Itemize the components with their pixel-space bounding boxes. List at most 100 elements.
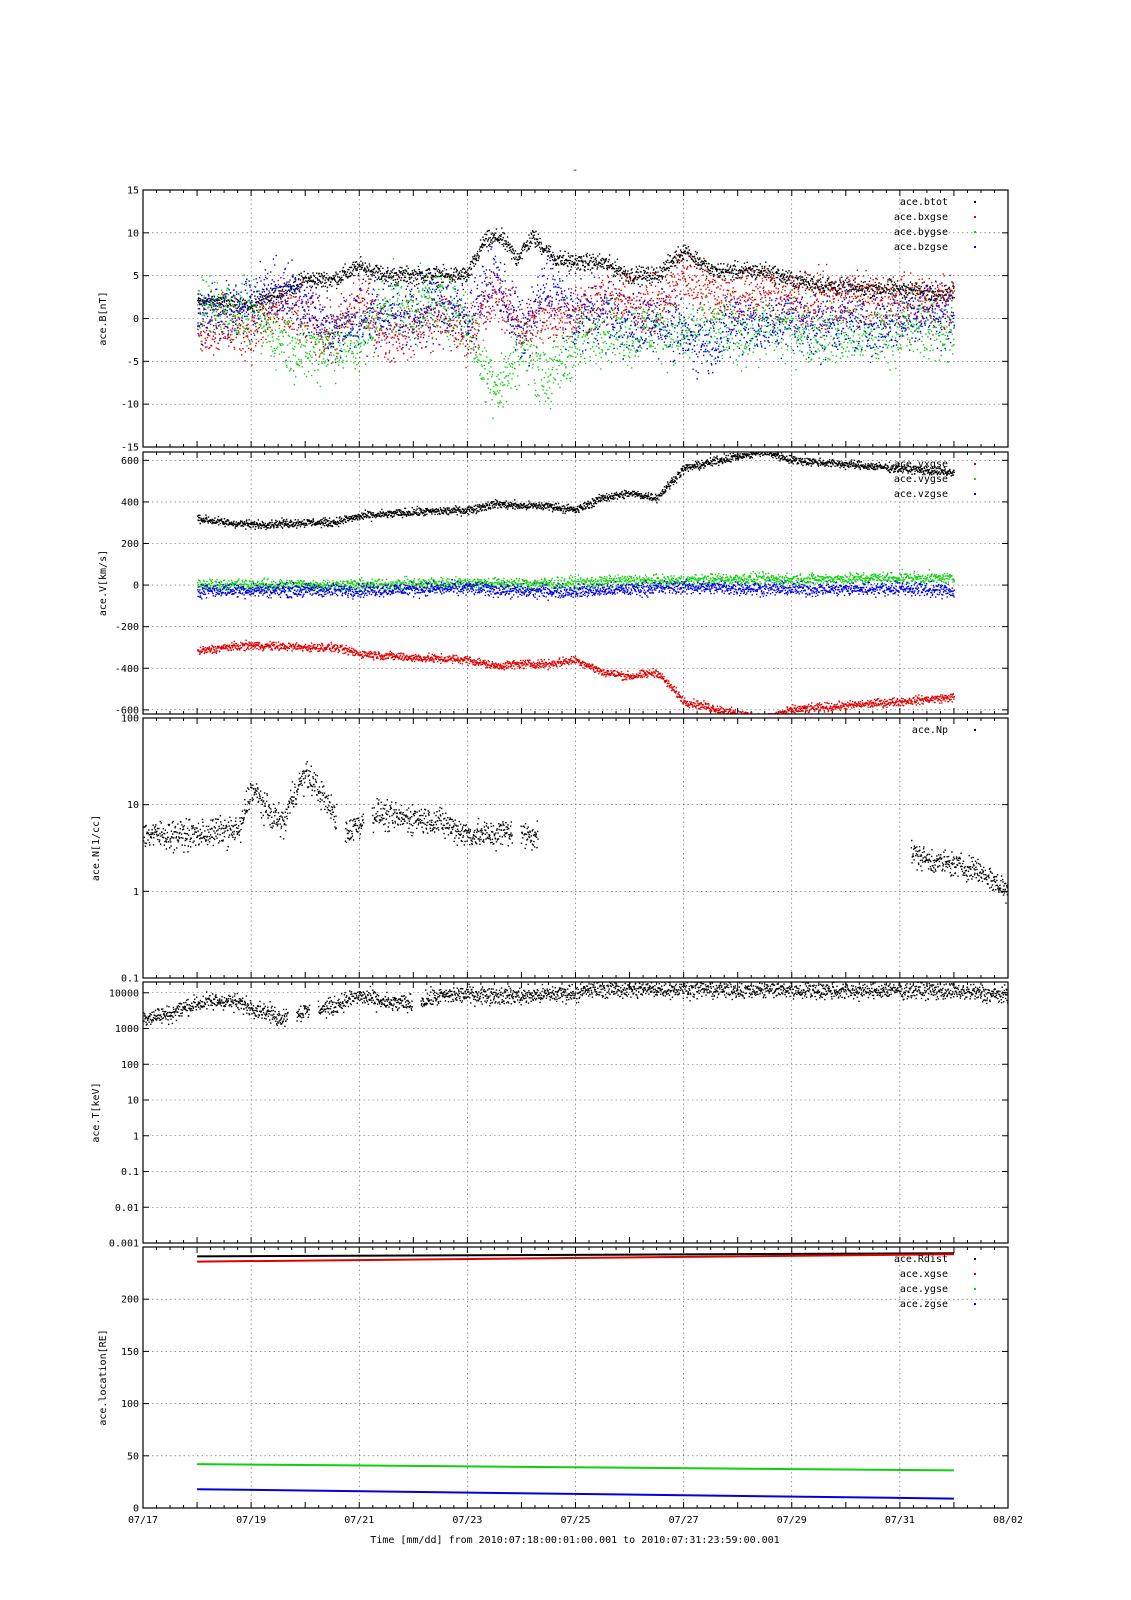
data-point bbox=[926, 294, 929, 296]
data-point bbox=[432, 278, 434, 281]
data-point bbox=[953, 290, 955, 292]
data-point bbox=[603, 303, 605, 305]
data-point bbox=[609, 316, 612, 318]
data-point bbox=[443, 275, 445, 277]
data-point bbox=[239, 327, 241, 330]
data-point bbox=[786, 280, 788, 282]
data-point bbox=[528, 325, 530, 327]
y-tick-label: 5 bbox=[133, 271, 139, 282]
data-point bbox=[210, 306, 213, 309]
data-point bbox=[653, 278, 655, 280]
data-point bbox=[205, 329, 208, 332]
data-point bbox=[524, 323, 526, 325]
data-point bbox=[299, 288, 301, 290]
data-point bbox=[322, 276, 324, 278]
data-point bbox=[276, 306, 278, 309]
data-point bbox=[279, 344, 282, 346]
data-point bbox=[223, 300, 225, 302]
data-point bbox=[686, 267, 688, 269]
data-point bbox=[658, 291, 660, 293]
data-point bbox=[232, 300, 234, 302]
data-point bbox=[498, 242, 501, 244]
data-point bbox=[307, 325, 309, 327]
data-point bbox=[916, 286, 918, 288]
data-point bbox=[252, 312, 254, 314]
data-point bbox=[858, 319, 861, 322]
data-point bbox=[200, 348, 202, 350]
data-point bbox=[905, 291, 908, 294]
data-point bbox=[363, 327, 365, 329]
data-point bbox=[670, 261, 672, 263]
data-point bbox=[484, 306, 487, 308]
data-point bbox=[886, 283, 889, 286]
data-point bbox=[776, 272, 778, 275]
data-point bbox=[607, 266, 609, 269]
data-point bbox=[413, 285, 416, 287]
data-point bbox=[581, 321, 584, 323]
data-point bbox=[456, 326, 458, 328]
data-point bbox=[786, 275, 788, 278]
data-point bbox=[395, 331, 397, 333]
data-point bbox=[267, 293, 270, 295]
data-point bbox=[244, 313, 246, 315]
data-point bbox=[467, 352, 469, 355]
data-point bbox=[599, 265, 601, 267]
data-point bbox=[406, 280, 408, 282]
data-point bbox=[775, 316, 777, 318]
data-point bbox=[825, 263, 828, 266]
data-point bbox=[478, 248, 481, 250]
data-point bbox=[665, 260, 667, 263]
data-point bbox=[372, 324, 374, 326]
data-point bbox=[643, 276, 645, 279]
data-point bbox=[629, 276, 631, 278]
data-point bbox=[520, 252, 522, 255]
data-point bbox=[489, 297, 491, 300]
data-point bbox=[282, 309, 285, 312]
data-point bbox=[713, 273, 715, 276]
data-point bbox=[861, 290, 864, 292]
data-point bbox=[630, 272, 632, 275]
data-point bbox=[271, 289, 273, 291]
data-point bbox=[576, 257, 578, 260]
data-point bbox=[906, 294, 909, 296]
data-point bbox=[246, 327, 248, 329]
data-point bbox=[543, 248, 546, 250]
data-point bbox=[302, 315, 305, 318]
data-point bbox=[926, 284, 929, 287]
data-point bbox=[766, 274, 768, 277]
data-point bbox=[609, 292, 612, 295]
data-point bbox=[681, 273, 683, 275]
data-point bbox=[281, 332, 284, 334]
data-point bbox=[560, 306, 563, 308]
data-point bbox=[904, 290, 906, 293]
data-point bbox=[310, 341, 312, 343]
data-point bbox=[847, 289, 850, 292]
data-point bbox=[283, 277, 285, 280]
data-point bbox=[748, 267, 750, 269]
data-point bbox=[481, 307, 484, 310]
data-point bbox=[374, 339, 376, 341]
data-point bbox=[669, 285, 671, 287]
data-point bbox=[429, 272, 432, 274]
data-point bbox=[895, 313, 897, 315]
data-point bbox=[204, 337, 206, 339]
data-point bbox=[515, 256, 517, 258]
data-point bbox=[740, 303, 742, 305]
data-point bbox=[567, 335, 569, 338]
data-point bbox=[330, 281, 332, 283]
data-point bbox=[751, 270, 753, 272]
data-point bbox=[619, 293, 622, 295]
data-point bbox=[226, 304, 229, 307]
data-point bbox=[530, 325, 532, 327]
data-point bbox=[789, 274, 791, 277]
data-point bbox=[326, 320, 328, 322]
data-point bbox=[558, 256, 561, 258]
data-point bbox=[292, 323, 294, 325]
data-point bbox=[205, 301, 207, 304]
data-point bbox=[780, 291, 783, 293]
data-point bbox=[945, 284, 947, 287]
data-point bbox=[234, 285, 237, 288]
data-point bbox=[321, 286, 323, 288]
data-point bbox=[772, 267, 774, 270]
data-point bbox=[254, 330, 256, 332]
